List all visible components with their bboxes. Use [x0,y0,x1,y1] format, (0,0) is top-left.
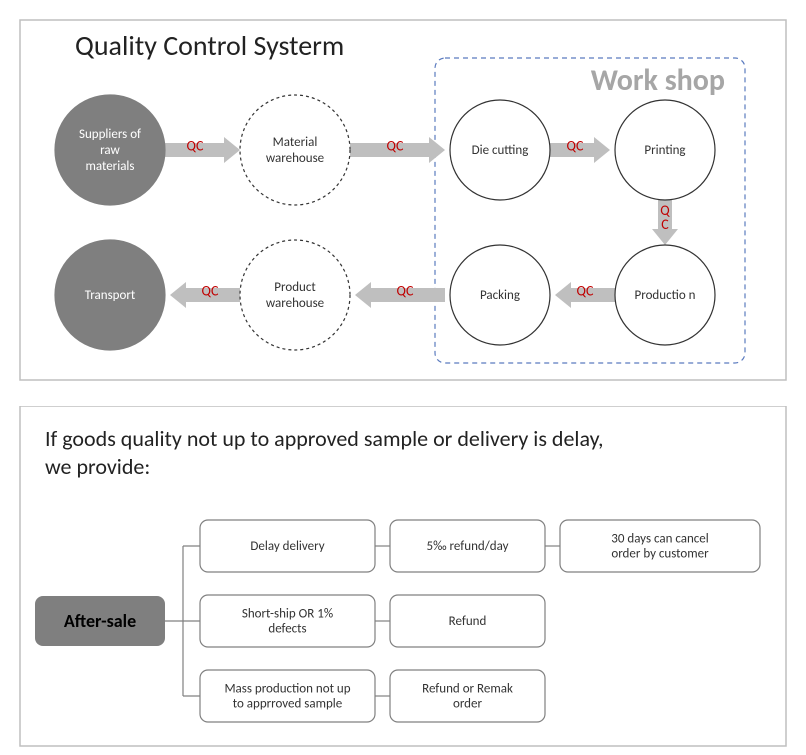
qc-flow-diagram: Quality Control Systerm Work shop QC QC QC QC… [0,0,806,392]
branch-b1-box-2: 30 days can cancelorder by customer [560,520,760,572]
node-printing: Printing [615,100,715,200]
svg-text:Transport: Transport [85,288,136,303]
svg-text:Productwarehouse: Productwarehouse [266,280,324,311]
svg-text:Printing: Printing [644,143,685,158]
node-die-cutting: Die cutting [450,100,550,200]
node-material-wh: Materialwarehouse [240,95,350,205]
after-sale-root: After-sale [35,596,165,646]
node-packing: Packing [450,245,550,345]
svg-text:Delay delivery: Delay delivery [250,539,324,554]
branch-b1-box-0: Delay delivery [200,520,375,572]
node-production: Productio n [615,245,715,345]
node-suppliers: Suppliers ofrawmaterials [55,95,165,205]
workshop-label: Work shop [591,62,725,99]
branch-b2-box-1: Refund [390,595,545,647]
node-transport: Transport [55,240,165,350]
svg-text:Materialwarehouse: Materialwarehouse [266,135,324,166]
qc-label-a3: QC [567,137,584,154]
qc-label-a5: QC [577,282,594,299]
qc-label-a1: QC [187,137,204,154]
branch-b3-box-1: Refund or Remakorder [390,670,545,722]
svg-text:Packing: Packing [480,288,520,303]
branch-b1-box-1: 5‰ refund/day [390,520,545,572]
qc-title: Quality Control Systerm [75,28,344,63]
branch-b2-box-0: Short-ship OR 1%defects [200,595,375,647]
svg-text:Refund: Refund [449,614,487,629]
svg-text:After-sale: After-sale [64,610,136,632]
branch-b3-box-0: Mass production not upto apprroved sampl… [200,670,375,722]
svg-text:Productio n: Productio n [635,288,696,303]
svg-text:Mass production not upto apprr: Mass production not upto apprroved sampl… [224,682,350,712]
qc-label-a2: QC [387,137,404,154]
svg-text:30 days can cancelorder by cus: 30 days can cancelorder by customer [611,532,709,562]
qc-label-a7: QC [202,282,219,299]
qc-label-a6: QC [397,282,414,299]
svg-text:5‰ refund/day: 5‰ refund/day [427,539,509,554]
node-product-wh: Productwarehouse [240,240,350,350]
svg-text:Die cutting: Die cutting [472,143,529,158]
after-sale-diagram: If goods quality not up to approved samp… [0,406,806,751]
